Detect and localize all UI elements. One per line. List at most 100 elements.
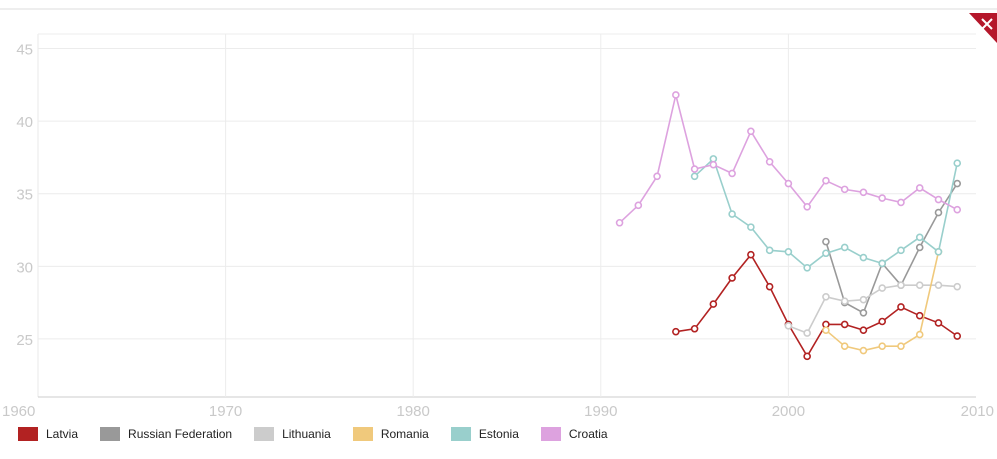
series-latvia xyxy=(672,250,962,361)
data-point[interactable] xyxy=(690,165,699,173)
data-point[interactable] xyxy=(765,282,774,291)
data-point[interactable] xyxy=(859,295,868,304)
data-point[interactable] xyxy=(709,160,718,169)
data-point[interactable] xyxy=(672,327,680,336)
scissors-icon[interactable] xyxy=(969,13,997,43)
data-point[interactable] xyxy=(859,253,868,262)
data-point[interactable] xyxy=(653,172,661,181)
legend-label: Estonia xyxy=(478,427,519,441)
data-point[interactable] xyxy=(728,169,736,178)
legend-item[interactable]: Estonia xyxy=(450,427,519,441)
data-point[interactable] xyxy=(709,300,718,308)
data-point[interactable] xyxy=(747,127,755,136)
data-point[interactable] xyxy=(840,342,849,350)
legend-label: Russian Federation xyxy=(128,427,233,441)
data-point[interactable] xyxy=(953,282,962,291)
data-point[interactable] xyxy=(765,246,774,255)
data-point[interactable] xyxy=(728,274,736,282)
legend-item[interactable]: Romania xyxy=(352,427,429,441)
legend-item[interactable]: Russian Federation xyxy=(100,427,232,441)
data-point[interactable] xyxy=(690,172,699,181)
legend-label: Romania xyxy=(380,427,429,441)
data-point[interactable] xyxy=(672,91,680,99)
data-point[interactable] xyxy=(915,184,924,192)
data-point[interactable] xyxy=(822,237,830,246)
data-point[interactable] xyxy=(822,326,830,335)
data-point[interactable] xyxy=(859,326,868,335)
data-point[interactable] xyxy=(878,317,887,326)
legend-swatch xyxy=(540,427,561,441)
y-tick-label: 25 xyxy=(16,332,33,349)
data-point[interactable] xyxy=(897,281,905,289)
data-point[interactable] xyxy=(878,284,887,292)
data-point[interactable] xyxy=(859,188,868,197)
data-point[interactable] xyxy=(897,198,905,207)
data-point[interactable] xyxy=(784,322,793,330)
legend-label: Latvia xyxy=(46,427,79,441)
data-point[interactable] xyxy=(897,342,905,350)
y-tick-label: 45 xyxy=(16,42,33,59)
data-point[interactable] xyxy=(615,218,624,227)
data-point[interactable] xyxy=(803,202,811,211)
data-point[interactable] xyxy=(840,243,849,252)
data-point[interactable] xyxy=(822,293,830,301)
data-point[interactable] xyxy=(690,324,699,333)
data-point[interactable] xyxy=(822,176,830,185)
data-point[interactable] xyxy=(953,159,962,168)
series-line-latvia xyxy=(675,253,958,358)
data-point[interactable] xyxy=(747,223,755,231)
data-point[interactable] xyxy=(784,179,793,188)
data-point[interactable] xyxy=(953,205,962,214)
data-point[interactable] xyxy=(878,194,887,202)
series-group xyxy=(615,91,962,361)
data-point[interactable] xyxy=(953,332,962,340)
data-point[interactable] xyxy=(784,248,793,256)
data-point[interactable] xyxy=(897,303,905,311)
data-point[interactable] xyxy=(934,248,943,256)
legend: Latvia Russian Federation Lithuania Romania… xyxy=(18,427,630,441)
data-point[interactable] xyxy=(934,319,943,327)
data-point[interactable] xyxy=(915,243,924,252)
data-point[interactable] xyxy=(747,250,755,259)
series-line-lithuania xyxy=(788,284,958,335)
data-point[interactable] xyxy=(765,157,774,166)
x-tick-label: 2000 xyxy=(772,403,805,420)
data-point[interactable] xyxy=(859,308,868,317)
data-point[interactable] xyxy=(878,342,887,350)
y-tick-label: 30 xyxy=(16,259,33,276)
data-point[interactable] xyxy=(822,249,830,258)
series-lithuania xyxy=(784,281,962,337)
x-tick-label: 2010 xyxy=(961,403,994,420)
data-point[interactable] xyxy=(803,263,811,272)
data-point[interactable] xyxy=(934,195,943,204)
legend-item[interactable]: Lithuania xyxy=(254,427,331,441)
legend-swatch xyxy=(254,427,275,441)
data-point[interactable] xyxy=(915,330,924,339)
data-point[interactable] xyxy=(728,210,736,218)
series-estonia xyxy=(690,155,962,272)
data-point[interactable] xyxy=(803,352,811,361)
data-point[interactable] xyxy=(803,329,811,337)
data-point[interactable] xyxy=(934,281,943,289)
x-tick-label: 1970 xyxy=(209,403,242,420)
x-tick-label: 1980 xyxy=(397,403,430,420)
legend-item[interactable]: Latvia xyxy=(18,427,78,441)
legend-label: Lithuania xyxy=(282,427,331,441)
legend-item[interactable]: Croatia xyxy=(540,427,608,441)
data-point[interactable] xyxy=(915,281,924,289)
data-point[interactable] xyxy=(934,208,943,217)
data-point[interactable] xyxy=(859,346,868,355)
data-point[interactable] xyxy=(840,320,849,329)
grid xyxy=(37,33,976,398)
data-point[interactable] xyxy=(634,201,643,210)
data-point[interactable] xyxy=(897,246,905,255)
legend-swatch xyxy=(18,427,38,441)
legend-label: Croatia xyxy=(568,427,608,441)
data-point[interactable] xyxy=(878,259,887,268)
data-point[interactable] xyxy=(915,311,924,320)
data-point[interactable] xyxy=(915,233,924,242)
data-point[interactable] xyxy=(840,297,849,305)
data-point[interactable] xyxy=(840,185,849,194)
data-point[interactable] xyxy=(953,179,962,188)
